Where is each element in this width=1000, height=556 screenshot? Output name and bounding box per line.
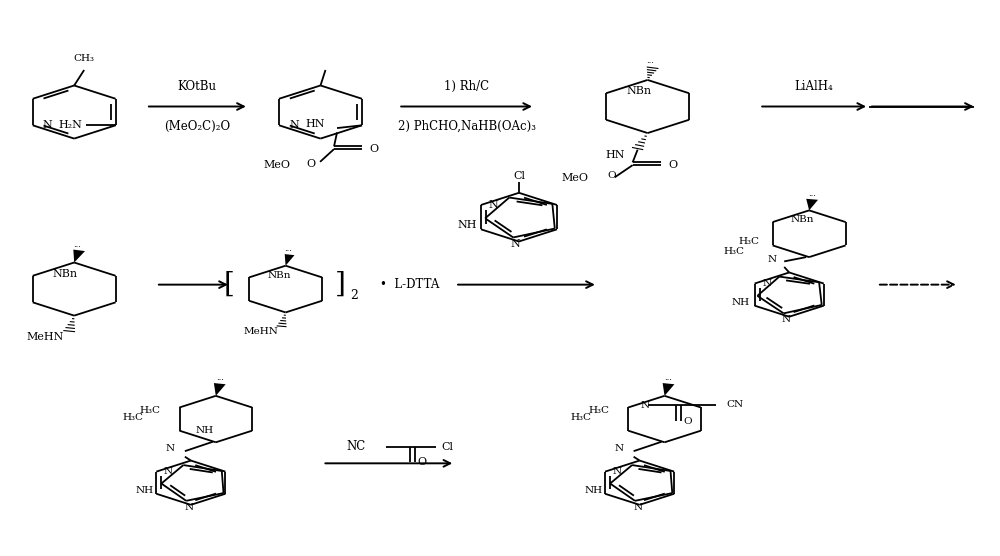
Text: MeHN: MeHN xyxy=(27,332,64,342)
Text: NH: NH xyxy=(731,298,749,307)
Text: NBn: NBn xyxy=(791,215,814,224)
Text: O: O xyxy=(418,457,427,467)
Polygon shape xyxy=(73,250,85,262)
Text: 1) Rh/C: 1) Rh/C xyxy=(444,80,489,93)
Text: NBn: NBn xyxy=(53,269,78,279)
Text: NC: NC xyxy=(346,440,365,453)
Text: H₃C: H₃C xyxy=(589,406,610,415)
Text: N: N xyxy=(510,239,520,249)
Text: MeO: MeO xyxy=(562,173,589,183)
Text: CH₃: CH₃ xyxy=(74,54,95,63)
Text: O: O xyxy=(607,171,616,180)
Text: N: N xyxy=(184,503,193,512)
Text: MeHN: MeHN xyxy=(244,327,279,336)
Text: MeO: MeO xyxy=(263,160,290,170)
Text: N: N xyxy=(43,120,53,130)
Text: 2: 2 xyxy=(350,289,358,302)
Text: (MeO₂C)₂O: (MeO₂C)₂O xyxy=(164,120,230,133)
Text: N: N xyxy=(164,467,173,476)
Text: [: [ xyxy=(223,271,234,298)
Text: LiAlH₄: LiAlH₄ xyxy=(795,80,833,93)
Text: ...: ... xyxy=(647,57,655,64)
Text: ...: ... xyxy=(665,374,672,381)
Text: ...: ... xyxy=(73,241,81,249)
Text: N: N xyxy=(488,200,498,210)
Text: 2) PhCHO,NaHB(OAc)₃: 2) PhCHO,NaHB(OAc)₃ xyxy=(398,120,536,133)
Text: ...: ... xyxy=(285,245,293,253)
Text: N: N xyxy=(640,401,649,410)
Text: HN: HN xyxy=(306,118,325,128)
Text: KOtBu: KOtBu xyxy=(178,80,217,93)
Text: NH: NH xyxy=(458,220,477,230)
Text: •  L-DTTA: • L-DTTA xyxy=(380,278,440,291)
Text: O: O xyxy=(684,417,692,426)
Text: Cl: Cl xyxy=(513,171,525,181)
Text: O: O xyxy=(307,159,316,169)
Text: H₃C: H₃C xyxy=(738,237,759,246)
Polygon shape xyxy=(663,383,674,396)
Text: N: N xyxy=(165,444,174,454)
Text: H₃C: H₃C xyxy=(723,247,744,256)
Text: H₂N: H₂N xyxy=(59,120,83,130)
Text: N: N xyxy=(762,279,771,288)
Text: H₃C: H₃C xyxy=(140,406,161,415)
Text: ...: ... xyxy=(216,374,224,381)
Text: ]: ] xyxy=(335,271,346,298)
Text: O: O xyxy=(369,144,378,154)
Text: CN: CN xyxy=(726,400,743,409)
Text: N: N xyxy=(768,255,777,264)
Text: HN: HN xyxy=(605,150,625,160)
Text: NH: NH xyxy=(584,485,602,495)
Text: H₃C: H₃C xyxy=(122,413,143,422)
Polygon shape xyxy=(214,383,226,396)
Text: Cl: Cl xyxy=(441,441,453,451)
Text: NBn: NBn xyxy=(267,271,291,280)
Text: N: N xyxy=(782,315,791,324)
Text: ...: ... xyxy=(808,190,816,198)
Polygon shape xyxy=(285,254,294,266)
Text: O: O xyxy=(668,160,677,170)
Text: NH: NH xyxy=(195,426,214,435)
Text: N: N xyxy=(614,444,623,454)
Text: N: N xyxy=(633,503,642,512)
Text: NBn: NBn xyxy=(626,86,651,96)
Text: N: N xyxy=(289,120,299,130)
Text: N: N xyxy=(612,467,622,476)
Text: NH: NH xyxy=(135,485,153,495)
Text: H₃C: H₃C xyxy=(571,413,592,422)
Polygon shape xyxy=(806,199,818,210)
